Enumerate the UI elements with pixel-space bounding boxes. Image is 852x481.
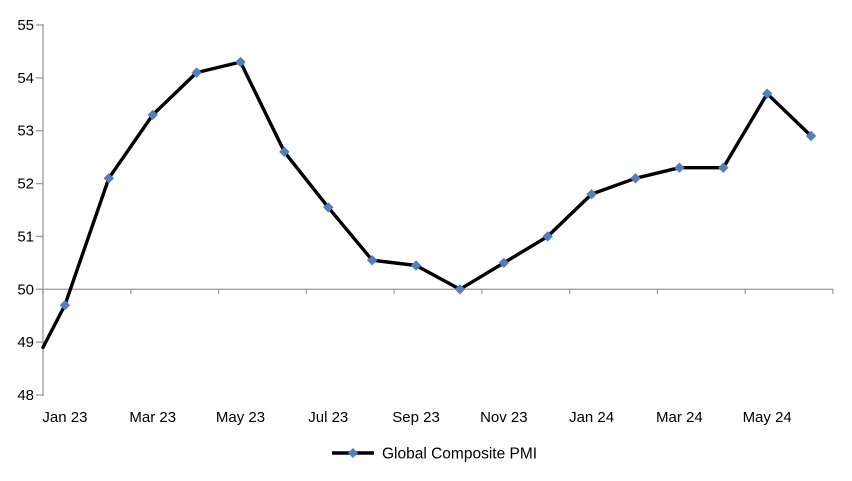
x-tick-label: Jan 24 xyxy=(569,409,614,426)
y-tick-label: 50 xyxy=(17,281,34,298)
x-tick-label: Mar 23 xyxy=(129,409,176,426)
x-tick-label: Sep 23 xyxy=(392,409,440,426)
data-point-marker xyxy=(366,255,378,266)
data-point-marker xyxy=(59,299,71,311)
y-tick-label: 51 xyxy=(17,228,34,245)
data-point-marker xyxy=(586,188,597,200)
data-point-marker xyxy=(761,88,773,99)
data-point-marker xyxy=(191,67,202,78)
x-tick-label: Jul 23 xyxy=(308,409,348,426)
data-point-marker xyxy=(718,162,729,173)
data-point-marker xyxy=(498,257,510,269)
x-tick-label: Nov 23 xyxy=(480,409,528,426)
x-tick-label: Mar 24 xyxy=(656,409,703,426)
x-tick-label: May 23 xyxy=(216,409,265,426)
data-point-marker xyxy=(454,284,466,295)
y-tick-label: 55 xyxy=(17,17,34,34)
x-tick-label: May 24 xyxy=(743,409,792,426)
legend-label: Global Composite PMI xyxy=(382,446,537,463)
x-tick-label: Jan 23 xyxy=(42,409,87,426)
y-tick-label: 49 xyxy=(17,334,34,351)
y-tick-label: 54 xyxy=(17,70,34,87)
data-point-marker xyxy=(630,173,641,184)
y-tick-label: 48 xyxy=(17,387,34,404)
data-point-marker xyxy=(323,202,334,213)
data-point-marker xyxy=(410,260,422,271)
data-point-marker xyxy=(674,162,685,173)
data-point-marker xyxy=(235,56,246,68)
data-point-marker xyxy=(279,146,290,158)
data-point-marker xyxy=(542,231,553,242)
series-line xyxy=(41,60,813,350)
data-point-marker xyxy=(805,130,817,142)
data-point-marker xyxy=(103,173,115,184)
legend-marker-icon xyxy=(348,448,358,458)
y-tick-label: 52 xyxy=(17,176,34,193)
data-point-marker xyxy=(147,109,158,121)
y-tick-label: 53 xyxy=(17,123,34,140)
